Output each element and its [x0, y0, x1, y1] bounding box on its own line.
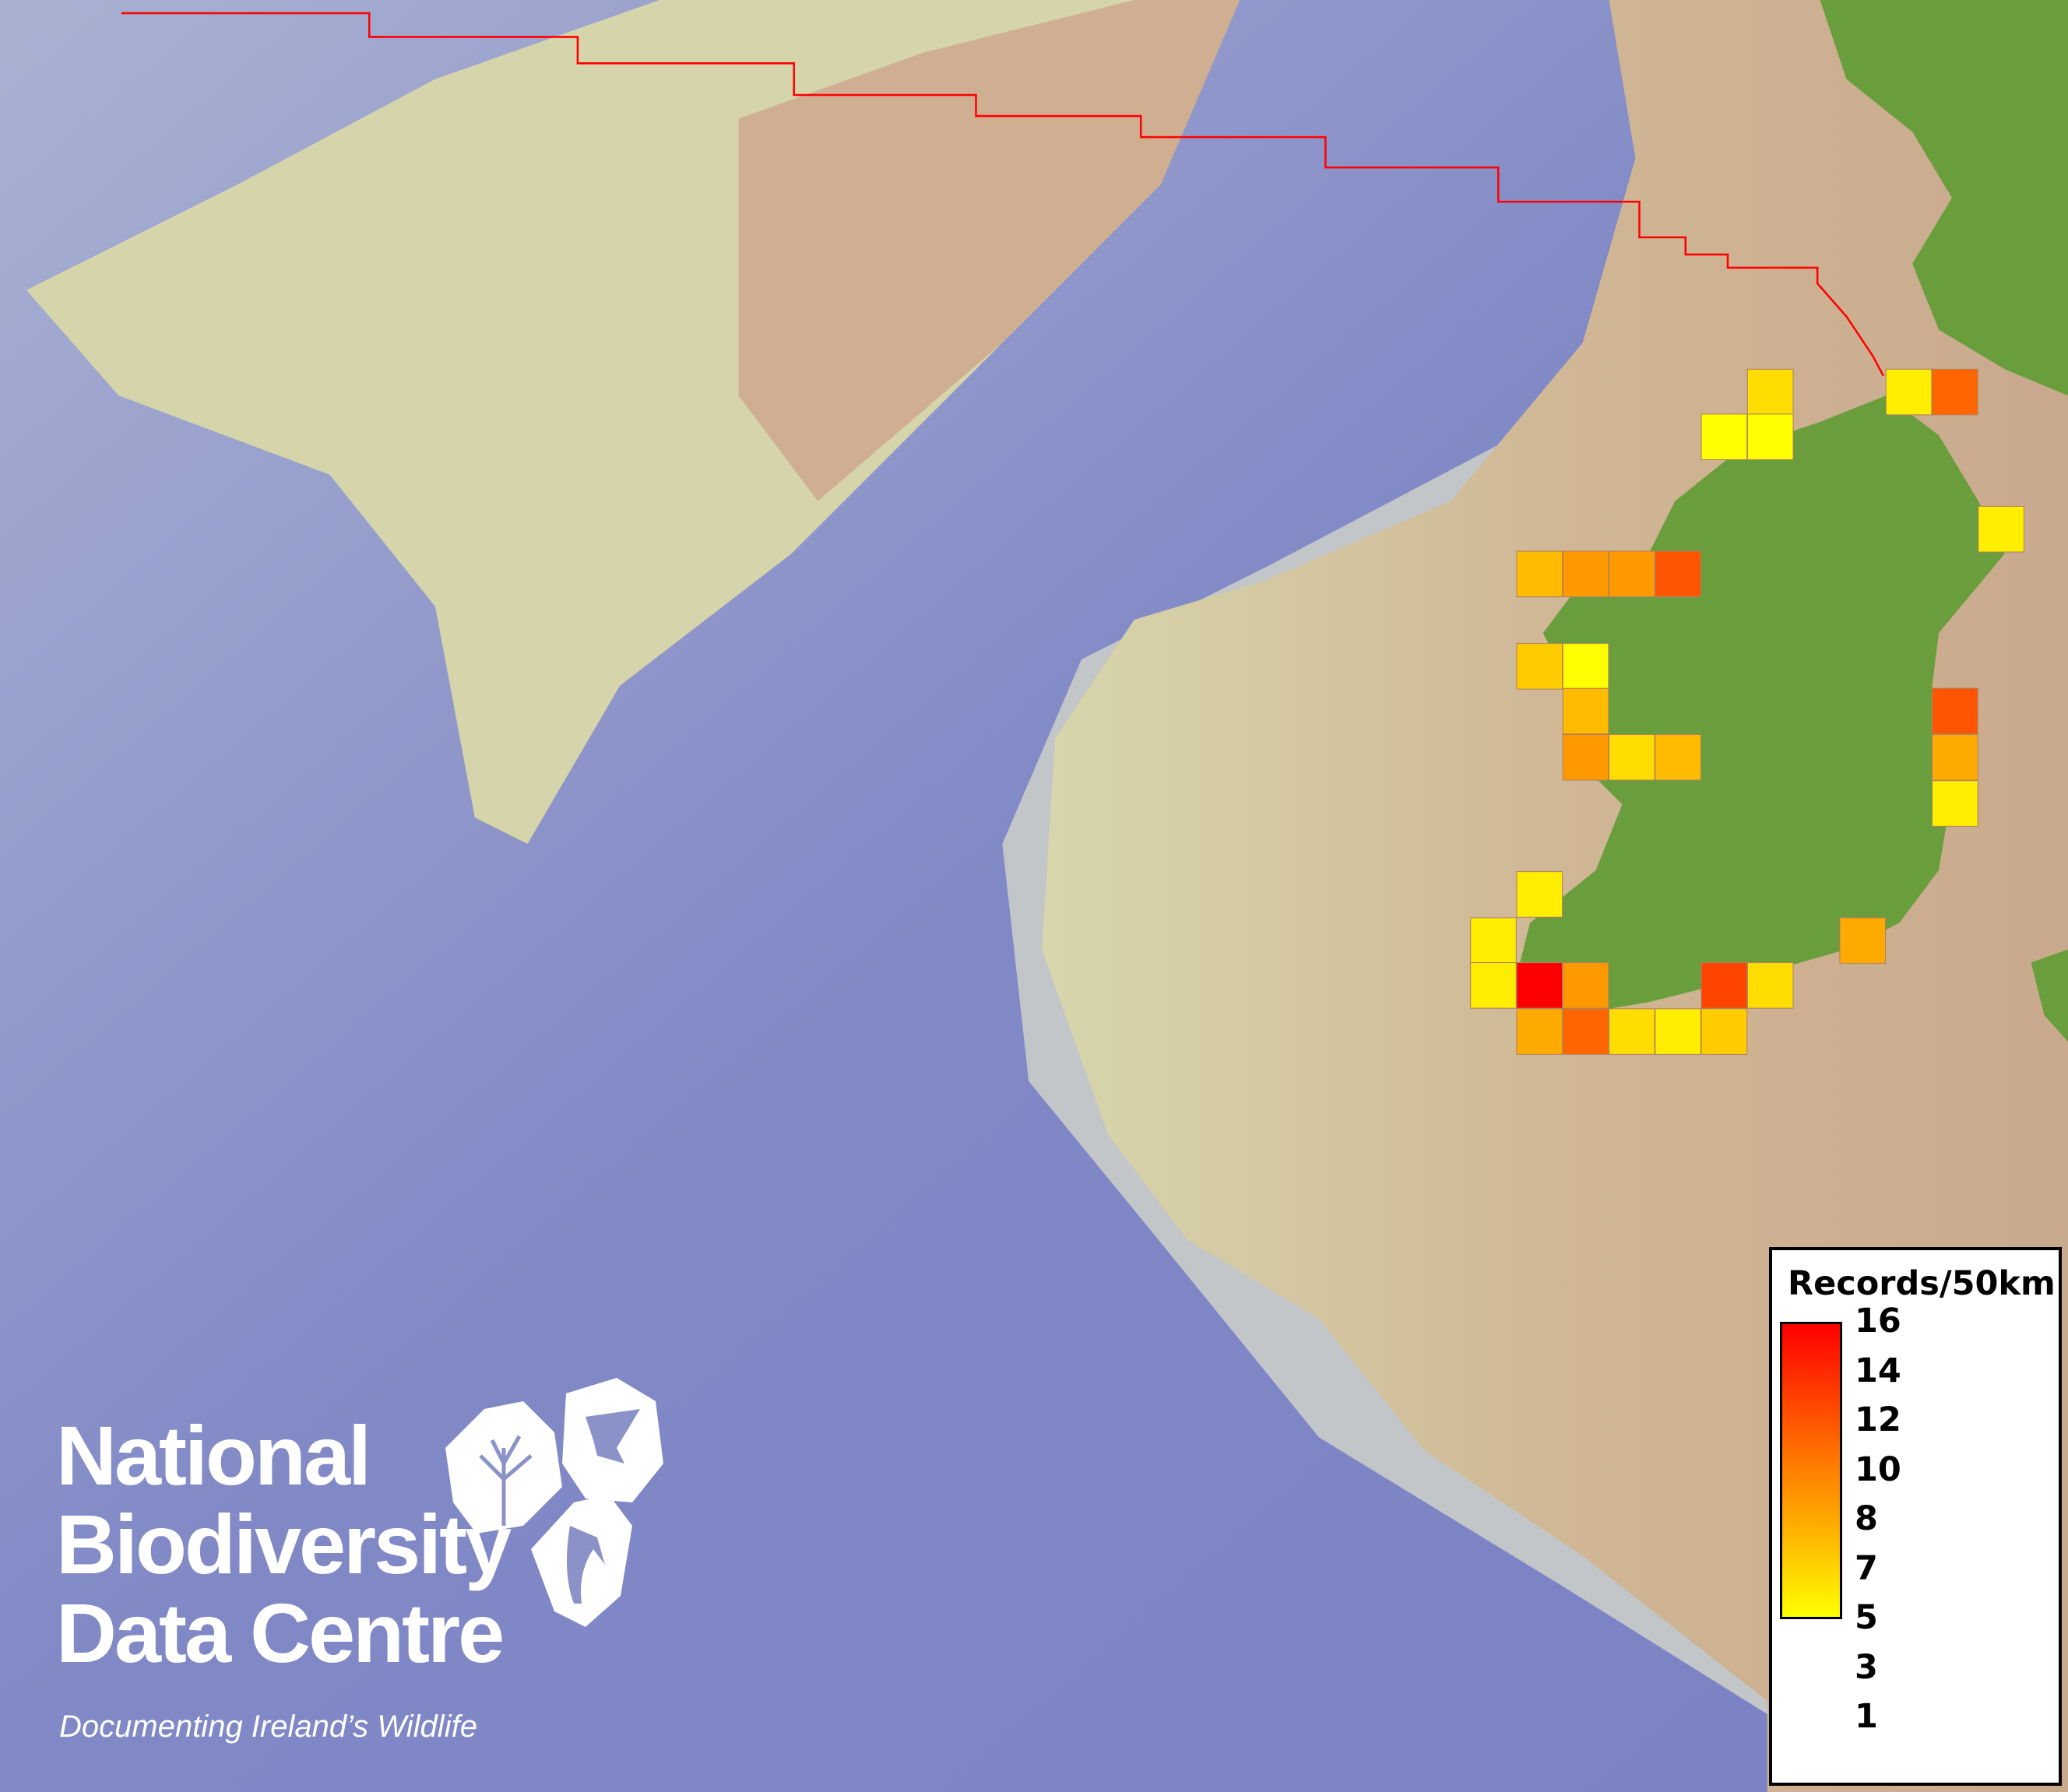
seahorse-icon — [531, 1495, 632, 1627]
record-cell[interactable] — [1516, 962, 1563, 1009]
record-cell[interactable] — [1932, 780, 1978, 827]
record-cell[interactable] — [1562, 687, 1609, 735]
record-cell[interactable] — [1932, 687, 1978, 735]
record-cell[interactable] — [1746, 413, 1794, 460]
legend-tick: 5 — [1855, 1598, 1878, 1637]
record-cell[interactable] — [1562, 733, 1609, 781]
logo-line-2: Biodiversity — [56, 1497, 512, 1591]
logo-tagline: Documenting Ireland’s Wildlife — [59, 1709, 477, 1744]
legend-tick: 7 — [1855, 1548, 1878, 1588]
legend-color-ramp — [1780, 1322, 1842, 1619]
record-cell[interactable] — [1978, 505, 2024, 553]
legend-title: Records/50km — [1788, 1264, 2056, 1303]
logo-hexagons — [445, 1378, 663, 1627]
record-cell[interactable] — [1700, 1008, 1748, 1055]
record-grid — [1470, 368, 2024, 1055]
record-cell[interactable] — [1839, 917, 1887, 965]
record-cell[interactable] — [1655, 733, 1701, 781]
legend: Records/50km 16 14 12 10 8 7 5 3 1 — [1769, 1247, 2062, 1786]
logo-line-1: National — [56, 1408, 371, 1502]
record-cell[interactable] — [1655, 550, 1701, 598]
legend-tick: 10 — [1855, 1449, 1901, 1489]
record-cell[interactable] — [1885, 368, 1933, 416]
land-scotland — [1820, 0, 2068, 396]
record-cell[interactable] — [1562, 643, 1609, 690]
legend-tick: 12 — [1855, 1400, 1901, 1439]
land-wales — [2031, 949, 2068, 1042]
record-cell[interactable] — [1516, 1008, 1563, 1055]
record-cell[interactable] — [1700, 413, 1748, 460]
record-cell[interactable] — [1562, 962, 1609, 1009]
nbdc-logo: National Biodiversity Data Centre Docume… — [56, 1370, 710, 1759]
record-cell[interactable] — [1700, 962, 1748, 1009]
legend-tick: 14 — [1855, 1351, 1901, 1390]
legend-tick: 16 — [1855, 1302, 1901, 1340]
legend-tick: 3 — [1855, 1647, 1878, 1687]
logo-line-3: Data Centre — [56, 1586, 505, 1680]
record-cell[interactable] — [1932, 733, 1978, 781]
record-cell[interactable] — [1516, 550, 1563, 598]
record-cell[interactable] — [1609, 550, 1655, 598]
record-cell[interactable] — [1932, 368, 1978, 416]
record-cell[interactable] — [1746, 368, 1794, 416]
record-cell[interactable] — [1470, 917, 1517, 965]
shelf-tan-north — [738, 0, 1240, 501]
record-cell[interactable] — [1609, 1008, 1655, 1055]
record-cell[interactable] — [1655, 1008, 1701, 1055]
record-cell[interactable] — [1746, 962, 1794, 1009]
legend-tick: 1 — [1855, 1697, 1878, 1736]
record-cell[interactable] — [1562, 1008, 1609, 1055]
record-cell[interactable] — [1562, 550, 1609, 598]
butterfly-icon — [562, 1378, 663, 1502]
record-cell[interactable] — [1516, 643, 1563, 690]
land-ireland — [1516, 395, 2005, 1016]
record-cell[interactable] — [1470, 962, 1517, 1009]
survey-boundary — [121, 12, 1884, 377]
record-cell[interactable] — [1609, 733, 1655, 781]
plant-icon — [445, 1401, 562, 1534]
legend-tick: 8 — [1855, 1499, 1878, 1538]
record-cell[interactable] — [1516, 871, 1563, 918]
